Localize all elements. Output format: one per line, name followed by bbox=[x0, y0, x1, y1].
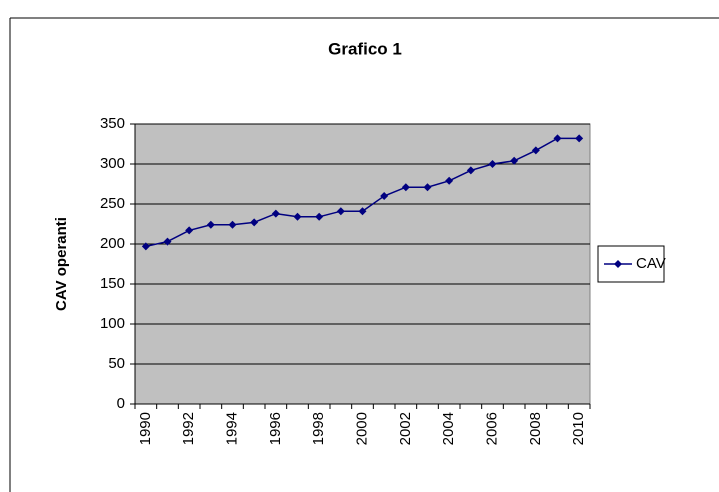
x-tick-label: 2008 bbox=[527, 412, 544, 445]
data-point bbox=[510, 156, 519, 165]
plot-area bbox=[134, 123, 591, 405]
legend-label: CAV bbox=[636, 255, 666, 272]
x-tick-label: 1996 bbox=[267, 412, 284, 445]
data-point bbox=[141, 242, 150, 251]
y-tick-label: 0 bbox=[117, 395, 125, 412]
data-point bbox=[185, 226, 194, 235]
x-tick-label: 2002 bbox=[397, 412, 414, 445]
data-point bbox=[553, 134, 562, 143]
y-tick-label: 150 bbox=[100, 275, 125, 292]
data-point bbox=[163, 237, 172, 246]
data-point bbox=[228, 220, 237, 229]
data-point bbox=[488, 160, 497, 168]
x-tick-label: 1990 bbox=[137, 412, 154, 445]
data-point bbox=[531, 146, 540, 155]
data-point bbox=[401, 183, 410, 192]
data-point bbox=[358, 207, 367, 216]
data-point bbox=[445, 176, 454, 185]
data-point bbox=[575, 134, 584, 143]
x-tick-label: 2006 bbox=[483, 412, 500, 445]
x-tick-label: 2010 bbox=[570, 412, 587, 445]
y-tick-label: 350 bbox=[100, 115, 125, 132]
data-point bbox=[250, 218, 259, 227]
legend-marker bbox=[614, 260, 622, 268]
y-tick-label: 200 bbox=[100, 235, 125, 252]
y-tick-label: 300 bbox=[100, 155, 125, 172]
x-tick-label: 1994 bbox=[223, 412, 240, 445]
data-point bbox=[380, 192, 389, 200]
y-tick-label: 100 bbox=[100, 315, 125, 332]
data-point bbox=[271, 209, 280, 218]
y-tick-label: 250 bbox=[100, 195, 125, 212]
x-tick-label: 1992 bbox=[180, 412, 197, 445]
data-point bbox=[315, 212, 324, 221]
y-axis-label: CAV operanti bbox=[53, 217, 70, 311]
y-tick-label: 50 bbox=[108, 355, 125, 372]
data-point bbox=[466, 166, 475, 175]
data-point bbox=[293, 212, 302, 221]
chart-title: Grafico 1 bbox=[328, 39, 402, 58]
x-tick-label: 1998 bbox=[310, 412, 327, 445]
data-point bbox=[206, 220, 215, 229]
x-tick-label: 2004 bbox=[440, 412, 457, 445]
x-tick-label: 2000 bbox=[353, 412, 370, 445]
data-point bbox=[423, 183, 432, 192]
data-point bbox=[336, 207, 345, 216]
